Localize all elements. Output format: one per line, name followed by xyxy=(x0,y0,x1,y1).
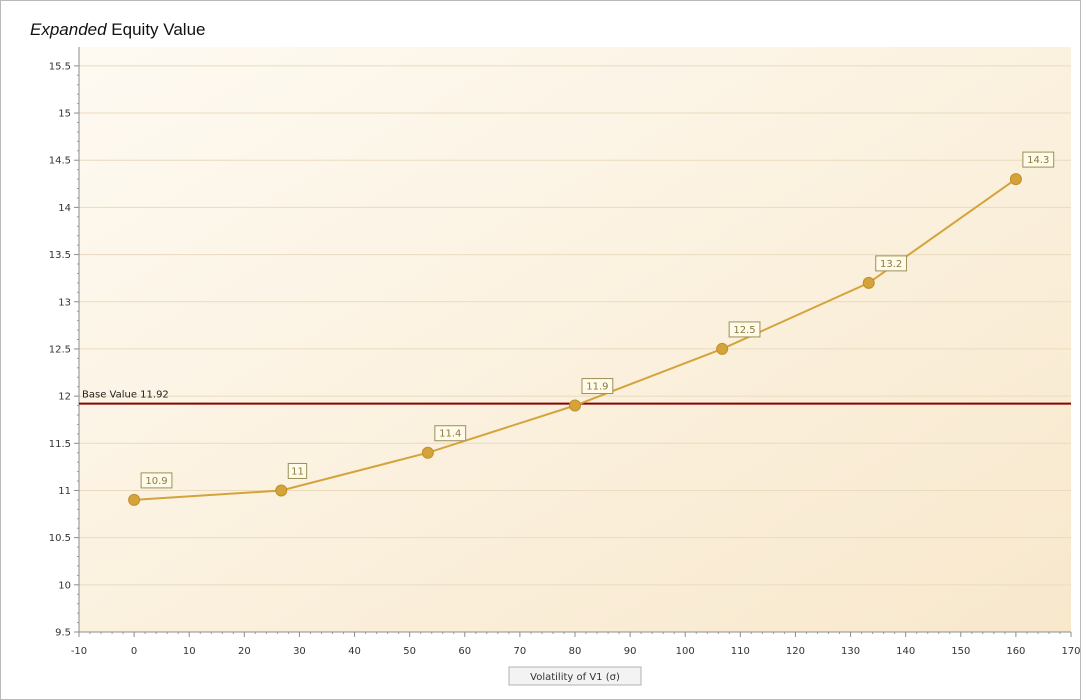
x-tick-label: 90 xyxy=(624,646,637,657)
base-value-label: Base Value 11.92 xyxy=(82,390,169,401)
x-tick-label: 30 xyxy=(293,646,306,657)
chart-title-italic: Expanded xyxy=(30,20,107,39)
data-label: 11 xyxy=(291,466,304,477)
x-tick-label: 0 xyxy=(131,646,137,657)
plot-area xyxy=(79,47,1071,632)
y-tick-label: 15 xyxy=(58,109,71,120)
y-tick-label: 14.5 xyxy=(49,156,71,167)
data-point xyxy=(1009,173,1022,186)
x-axis-title: Volatility of V1 (σ) xyxy=(530,672,620,683)
point-labels: 10.9 11 11.4 11.9 12.5 13.2 14.3 xyxy=(140,151,1055,489)
y-tick-label: 10 xyxy=(58,580,71,591)
data-point xyxy=(275,484,288,497)
x-tick-label: 100 xyxy=(676,646,695,657)
x-tick-label: 120 xyxy=(786,646,805,657)
y-tick-label: 11.5 xyxy=(49,439,71,450)
data-label-box xyxy=(875,255,908,272)
gridlines xyxy=(79,65,1071,633)
x-tick-label: 140 xyxy=(896,646,915,657)
data-label-box xyxy=(728,321,761,338)
y-tick-label: 14 xyxy=(58,203,71,214)
data-point xyxy=(128,493,141,506)
data-label-box xyxy=(140,472,173,489)
chart-title: Expanded Equity Value xyxy=(30,20,206,40)
y-tick-label: 15.5 xyxy=(49,61,71,72)
x-tick-label: 130 xyxy=(841,646,860,657)
data-label-box xyxy=(1022,151,1055,168)
x-tick-label: 10 xyxy=(183,646,196,657)
data-label: 12.5 xyxy=(733,325,755,336)
y-tick-label: 13.5 xyxy=(49,250,71,261)
data-label: 14.3 xyxy=(1027,155,1049,166)
y-tick-label: 12.5 xyxy=(49,344,71,355)
x-tick-label: 170 xyxy=(1061,646,1080,657)
chart-title-rest: Equity Value xyxy=(106,20,206,39)
y-tick-label: 10.5 xyxy=(49,533,71,544)
x-tick-label: 60 xyxy=(458,646,471,657)
y-tick-label: 12 xyxy=(58,392,71,403)
x-tick-label: 160 xyxy=(1006,646,1025,657)
y-tick-label: 11 xyxy=(58,486,71,497)
data-label: 13.2 xyxy=(880,259,902,270)
x-tick-label: 150 xyxy=(951,646,970,657)
x-tick-label: -10 xyxy=(71,646,87,657)
x-axis-title-box xyxy=(508,666,642,686)
x-tick-label: 20 xyxy=(238,646,251,657)
data-point xyxy=(569,399,581,412)
x-tick-label: 110 xyxy=(731,646,750,657)
data-label: 11.9 xyxy=(586,382,608,393)
x-tick-label: 50 xyxy=(403,646,416,657)
x-tick-label: 40 xyxy=(348,646,361,657)
data-point xyxy=(862,276,875,289)
data-label: 11.4 xyxy=(439,429,461,440)
series-group xyxy=(128,173,1022,506)
data-point xyxy=(421,446,434,459)
y-tick-label: 9.5 xyxy=(55,628,71,639)
data-label: 10.9 xyxy=(145,476,167,487)
data-label-box xyxy=(287,462,308,479)
x-axis-title-group: Volatility of V1 (σ) xyxy=(508,666,642,686)
axes: 9.5 10 10.5 11 11.5 12 12.5 13 13.5 14 14.5 15 15.5 -… xyxy=(49,47,1081,657)
x-tick-label: 80 xyxy=(569,646,582,657)
data-label-box xyxy=(581,378,614,395)
data-label-box xyxy=(434,425,467,442)
y-tick-label: 13 xyxy=(58,297,71,308)
x-tick-label: 70 xyxy=(514,646,527,657)
data-point xyxy=(716,342,729,355)
